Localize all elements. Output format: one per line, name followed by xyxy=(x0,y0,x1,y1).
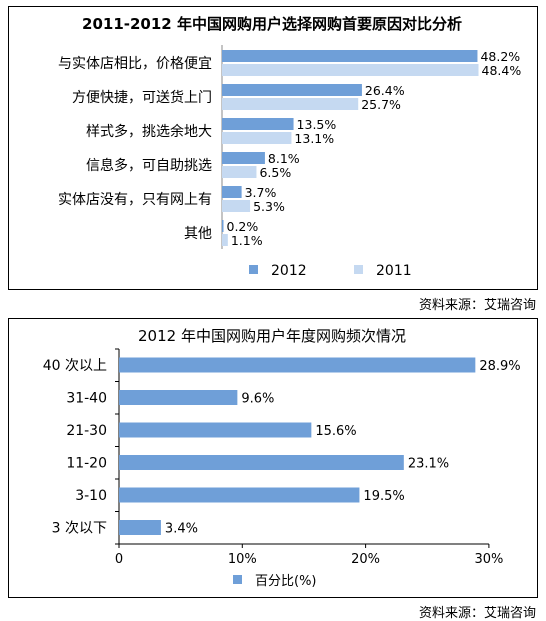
bar-2012 xyxy=(222,84,362,96)
legend-label: 百分比(%) xyxy=(255,574,317,589)
data-label: 23.1% xyxy=(408,457,449,472)
category-label: 3 次以下 xyxy=(52,521,107,537)
chart-panel-purchase-reasons: 2011-2012 年中国网购用户选择网购首要原因对比分析与实体店相比，价格便宜… xyxy=(8,6,538,290)
bar-2011 xyxy=(222,64,479,76)
bar xyxy=(119,455,404,470)
bar xyxy=(119,520,161,535)
category-label: 40 次以上 xyxy=(43,358,107,374)
data-label: 6.5% xyxy=(259,165,291,180)
bar xyxy=(119,422,312,438)
bar-2012 xyxy=(222,220,224,232)
bar-2012 xyxy=(222,50,478,62)
chart-panel-purchase-frequency: 2012 年中国网购用户年度网购频次情况 0 10% 20% 30% 40 次以上 28.9… xyxy=(8,318,538,598)
bar-2011 xyxy=(222,98,359,110)
data-label: 28.9% xyxy=(479,359,520,374)
data-label: 5.3% xyxy=(253,199,285,214)
category-label: 其他 xyxy=(184,226,212,242)
category-label: 信息多，可自助挑选 xyxy=(86,157,212,174)
data-label: 15.6% xyxy=(315,424,356,439)
bar-2012 xyxy=(222,152,265,164)
data-label: 3.7% xyxy=(245,185,277,200)
category-label: 11-20 xyxy=(66,456,107,472)
source-note: 资料来源：艾瑞咨询 xyxy=(418,606,536,621)
category-label: 21-30 xyxy=(66,423,107,439)
data-label: 0.2% xyxy=(227,219,259,234)
category-label: 与实体店相比，价格便宜 xyxy=(58,56,212,72)
category-label: 31-40 xyxy=(66,391,107,407)
source-note: 资料来源：艾瑞咨询 xyxy=(418,298,536,313)
x-tick-label: 20% xyxy=(351,552,380,567)
bar xyxy=(119,357,476,373)
data-label: 48.2% xyxy=(480,49,520,64)
x-tick-label: 10% xyxy=(228,552,257,567)
category-label: 实体店没有，只有网上有 xyxy=(58,192,212,208)
legend-label: 2011 xyxy=(376,263,412,279)
x-tick-label: 0 xyxy=(115,552,123,567)
data-label: 26.4% xyxy=(365,83,405,98)
chart-title: 2012 年中国网购用户年度网购频次情况 xyxy=(138,327,406,345)
data-label: 9.6% xyxy=(241,392,274,407)
data-label: 13.1% xyxy=(294,131,334,146)
bar-2011 xyxy=(222,200,251,212)
bar xyxy=(119,390,238,405)
category-label: 样式多，挑选余地大 xyxy=(86,123,212,140)
data-label: 3.4% xyxy=(165,522,198,537)
data-label: 48.4% xyxy=(482,63,522,78)
legend-label: 2012 xyxy=(271,263,307,279)
chart-purchase-reasons: 2011-2012 年中国网购用户选择网购首要原因对比分析与实体店相比，价格便宜… xyxy=(58,15,522,279)
legend-swatch xyxy=(233,575,242,584)
x-tick-label: 30% xyxy=(474,552,503,567)
category-label: 方便快捷，可送货上门 xyxy=(72,89,212,106)
legend-swatch xyxy=(354,265,363,274)
data-label: 25.7% xyxy=(361,97,401,112)
category-label: 3-10 xyxy=(75,488,107,504)
bar-2011 xyxy=(222,132,292,144)
data-label: 19.5% xyxy=(363,489,404,504)
bar-2012 xyxy=(222,186,242,198)
legend-swatch xyxy=(249,265,258,274)
data-label: 1.1% xyxy=(231,233,263,248)
chart-title: 2011-2012 年中国网购用户选择网购首要原因对比分析 xyxy=(82,15,462,33)
bar xyxy=(119,487,360,503)
data-label: 8.1% xyxy=(268,151,300,166)
data-label: 13.5% xyxy=(297,117,337,132)
bar-2011 xyxy=(222,234,228,246)
chart-purchase-frequency: 2012 年中国网购用户年度网购频次情况 0 10% 20% 30% 40 次以上 28.9… xyxy=(43,327,521,589)
bar-2011 xyxy=(222,166,257,178)
bar-2012 xyxy=(222,118,294,130)
